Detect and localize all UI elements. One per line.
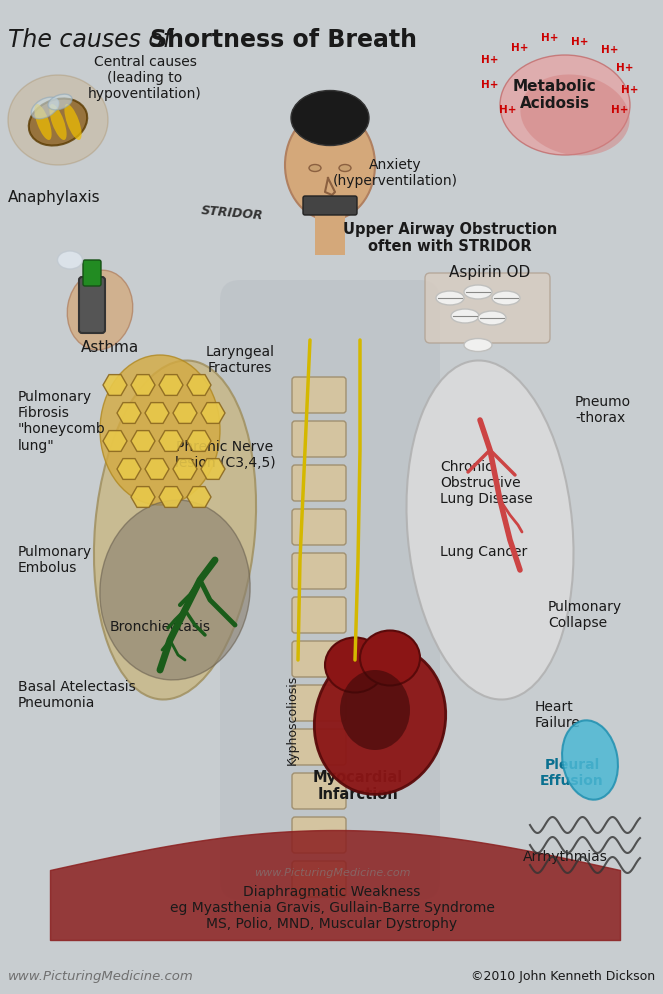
Polygon shape (159, 487, 183, 507)
Polygon shape (159, 430, 183, 451)
Polygon shape (173, 458, 197, 479)
FancyBboxPatch shape (292, 773, 346, 809)
Polygon shape (173, 403, 197, 423)
FancyBboxPatch shape (220, 280, 440, 900)
Text: Heart
Failure: Heart Failure (535, 700, 581, 731)
Ellipse shape (360, 630, 420, 686)
FancyBboxPatch shape (292, 817, 346, 853)
FancyBboxPatch shape (292, 509, 346, 545)
Polygon shape (103, 375, 127, 396)
Text: Myocardial
Infarction: Myocardial Infarction (313, 770, 403, 802)
Polygon shape (201, 458, 225, 479)
Text: Laryngeal
Fractures: Laryngeal Fractures (206, 345, 274, 375)
Ellipse shape (48, 94, 72, 110)
FancyBboxPatch shape (292, 465, 346, 501)
Ellipse shape (64, 104, 82, 140)
Text: H+: H+ (616, 63, 634, 73)
Text: Phrenic Nerve
lesion (C3,4,5): Phrenic Nerve lesion (C3,4,5) (174, 440, 275, 470)
FancyBboxPatch shape (292, 861, 346, 897)
Polygon shape (103, 430, 127, 451)
Text: Basal Atelectasis
Pneumonia: Basal Atelectasis Pneumonia (18, 680, 136, 710)
Ellipse shape (340, 670, 410, 750)
Ellipse shape (562, 721, 618, 800)
Text: H+: H+ (541, 33, 559, 43)
Ellipse shape (436, 291, 464, 305)
Ellipse shape (29, 98, 88, 145)
Text: Diaphragmatic Weakness
eg Myasthenia Gravis, Gullain-Barre Syndrome
MS, Polio, M: Diaphragmatic Weakness eg Myasthenia Gra… (170, 885, 495, 931)
Text: Arrhythmias: Arrhythmias (522, 850, 607, 864)
Text: www.PicturingMedicine.com: www.PicturingMedicine.com (8, 970, 194, 983)
Text: Kyphoscoliosis: Kyphoscoliosis (286, 675, 298, 765)
Text: H+: H+ (499, 105, 516, 115)
FancyBboxPatch shape (292, 597, 346, 633)
Ellipse shape (464, 339, 492, 352)
Ellipse shape (492, 291, 520, 305)
Text: STRIDOR: STRIDOR (200, 204, 264, 223)
Ellipse shape (58, 251, 82, 269)
Polygon shape (187, 487, 211, 507)
FancyBboxPatch shape (303, 196, 357, 215)
Ellipse shape (31, 97, 59, 119)
Ellipse shape (291, 90, 369, 145)
FancyBboxPatch shape (292, 685, 346, 721)
Text: H+: H+ (511, 43, 529, 53)
FancyBboxPatch shape (292, 421, 346, 457)
Polygon shape (145, 458, 169, 479)
Text: ©2010 John Kenneth Dickson: ©2010 John Kenneth Dickson (471, 970, 655, 983)
Text: Bronchiectasis: Bronchiectasis (110, 620, 211, 634)
Text: Aspirin OD: Aspirin OD (450, 265, 530, 280)
Polygon shape (131, 375, 155, 396)
Polygon shape (201, 403, 225, 423)
FancyBboxPatch shape (292, 729, 346, 765)
Polygon shape (187, 430, 211, 451)
Text: Metabolic
Acidosis: Metabolic Acidosis (513, 79, 597, 111)
Ellipse shape (285, 110, 375, 220)
FancyBboxPatch shape (292, 377, 346, 413)
Text: Anxiety
(hyperventilation): Anxiety (hyperventilation) (333, 158, 457, 188)
Text: H+: H+ (481, 55, 499, 65)
Text: Shortness of Breath: Shortness of Breath (150, 28, 417, 52)
FancyBboxPatch shape (79, 277, 105, 333)
Polygon shape (159, 375, 183, 396)
Polygon shape (131, 430, 155, 451)
Ellipse shape (451, 309, 479, 323)
Ellipse shape (500, 55, 630, 155)
FancyBboxPatch shape (425, 273, 550, 343)
Polygon shape (145, 403, 169, 423)
Text: Pulmonary
Collapse: Pulmonary Collapse (548, 600, 622, 630)
Ellipse shape (314, 646, 446, 794)
Text: H+: H+ (572, 37, 589, 47)
Polygon shape (117, 458, 141, 479)
FancyBboxPatch shape (83, 260, 101, 286)
Ellipse shape (309, 164, 321, 172)
Ellipse shape (50, 104, 66, 140)
Ellipse shape (100, 500, 250, 680)
Ellipse shape (406, 361, 573, 700)
FancyBboxPatch shape (292, 553, 346, 589)
Ellipse shape (478, 311, 506, 325)
Ellipse shape (520, 75, 630, 155)
Text: Asthma: Asthma (81, 340, 139, 355)
Text: Lung Cancer: Lung Cancer (440, 545, 527, 559)
Ellipse shape (8, 75, 108, 165)
Text: Pleural
Effusion: Pleural Effusion (540, 758, 604, 788)
Ellipse shape (67, 270, 133, 350)
FancyBboxPatch shape (315, 215, 345, 255)
Text: Pulmonary
Embolus: Pulmonary Embolus (18, 545, 92, 576)
Polygon shape (131, 487, 155, 507)
Text: H+: H+ (621, 85, 638, 95)
Ellipse shape (325, 637, 385, 693)
Text: The causes of: The causes of (8, 28, 179, 52)
Text: Chronic
Obstructive
Lung Disease: Chronic Obstructive Lung Disease (440, 460, 533, 506)
Text: Upper Airway Obstruction
often with STRIDOR: Upper Airway Obstruction often with STRI… (343, 222, 557, 254)
Ellipse shape (34, 104, 52, 140)
Text: H+: H+ (481, 80, 499, 90)
Text: H+: H+ (611, 105, 629, 115)
Text: H+: H+ (601, 45, 619, 55)
Ellipse shape (464, 285, 492, 299)
Polygon shape (117, 403, 141, 423)
Text: Central causes
(leading to
hypoventilation): Central causes (leading to hypoventilati… (88, 55, 202, 101)
Text: Pulmonary
Fibrosis
"honeycomb
lung": Pulmonary Fibrosis "honeycomb lung" (18, 390, 106, 452)
Ellipse shape (94, 361, 256, 700)
